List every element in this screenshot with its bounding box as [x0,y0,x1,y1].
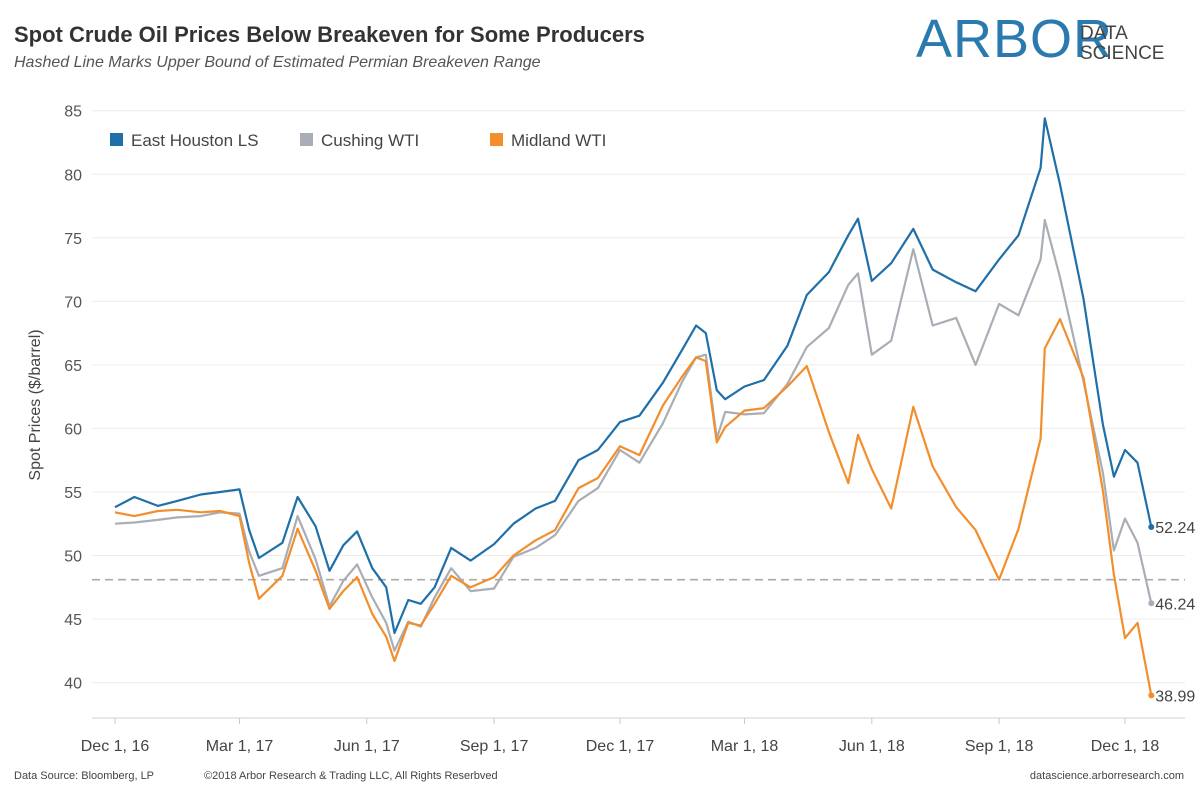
series-end-point-1 [1148,600,1155,607]
y-tick-label: 55 [64,485,82,502]
legend-label-2: Midland WTI [511,131,606,150]
series-end-label-0: 52.24 [1155,520,1195,537]
y-tick-label: 50 [64,549,82,566]
series-line-1 [114,218,1153,652]
footer-source: Data Source: Bloomberg, LP [14,770,155,782]
y-tick-label: 65 [64,358,82,375]
y-axis-ticks: 40 45 50 55 60 65 70 75 80 85 [64,104,82,693]
legend-label-1: Cushing WTI [321,131,419,150]
y-tick-label: 40 [64,676,82,693]
x-tick-label: Dec 1, 17 [586,738,655,755]
series-lines [114,117,1153,696]
x-tick-label: Mar 1, 18 [711,738,779,755]
y-tick-label: 45 [64,612,82,629]
logo-stack: DATA SCIENCE [1080,24,1164,64]
series-end-label-2: 38.99 [1155,688,1195,705]
x-tick-label: Jun 1, 18 [839,738,905,755]
y-tick-label: 85 [64,104,82,121]
x-tick-label: Dec 1, 16 [81,738,150,755]
y-axis-label: Spot Prices ($/barrel) [27,329,44,480]
series-end-point-0 [1148,524,1155,531]
chart-title: Spot Crude Oil Prices Below Breakeven fo… [14,22,645,47]
logo-main-text: Arbor [916,9,1114,69]
footer-url: datascience.arborresearch.com [1029,770,1184,782]
legend-swatch-2 [490,133,503,146]
y-tick-label: 60 [64,421,82,438]
x-tick-label: Dec 1, 18 [1091,738,1160,755]
legend: East Houston LS Cushing WTI Midland WTI [110,131,606,150]
x-tick-label: Jun 1, 17 [334,738,400,755]
x-tick-label: Mar 1, 17 [206,738,274,755]
x-axis-ticks: Dec 1, 16 Mar 1, 17 Jun 1, 17 Sep 1, 17 Dec … [81,718,1160,755]
footer-copyright: ©2018 Arbor Research & Trading LLC, All … [204,770,498,782]
grid-lines [92,110,1185,684]
x-tick-label: Sep 1, 17 [460,738,529,755]
series-end-label-1: 46.24 [1155,596,1195,613]
legend-label-0: East Houston LS [131,131,259,150]
y-tick-label: 80 [64,167,82,184]
series-line-2 [114,318,1153,696]
end-value-labels: 52.24 46.24 38.99 [1148,520,1195,705]
legend-swatch-1 [300,133,313,146]
logo-line-1: DATA [1080,23,1128,44]
series-line-0 [114,117,1153,635]
x-tick-label: Sep 1, 18 [965,738,1034,755]
y-tick-label: 70 [64,294,82,311]
chart-subtitle: Hashed Line Marks Upper Bound of Estimat… [14,54,541,71]
series-end-point-2 [1148,692,1155,699]
legend-swatch-0 [110,133,123,146]
logo-line-2: SCIENCE [1080,43,1165,64]
y-tick-label: 75 [64,231,82,248]
